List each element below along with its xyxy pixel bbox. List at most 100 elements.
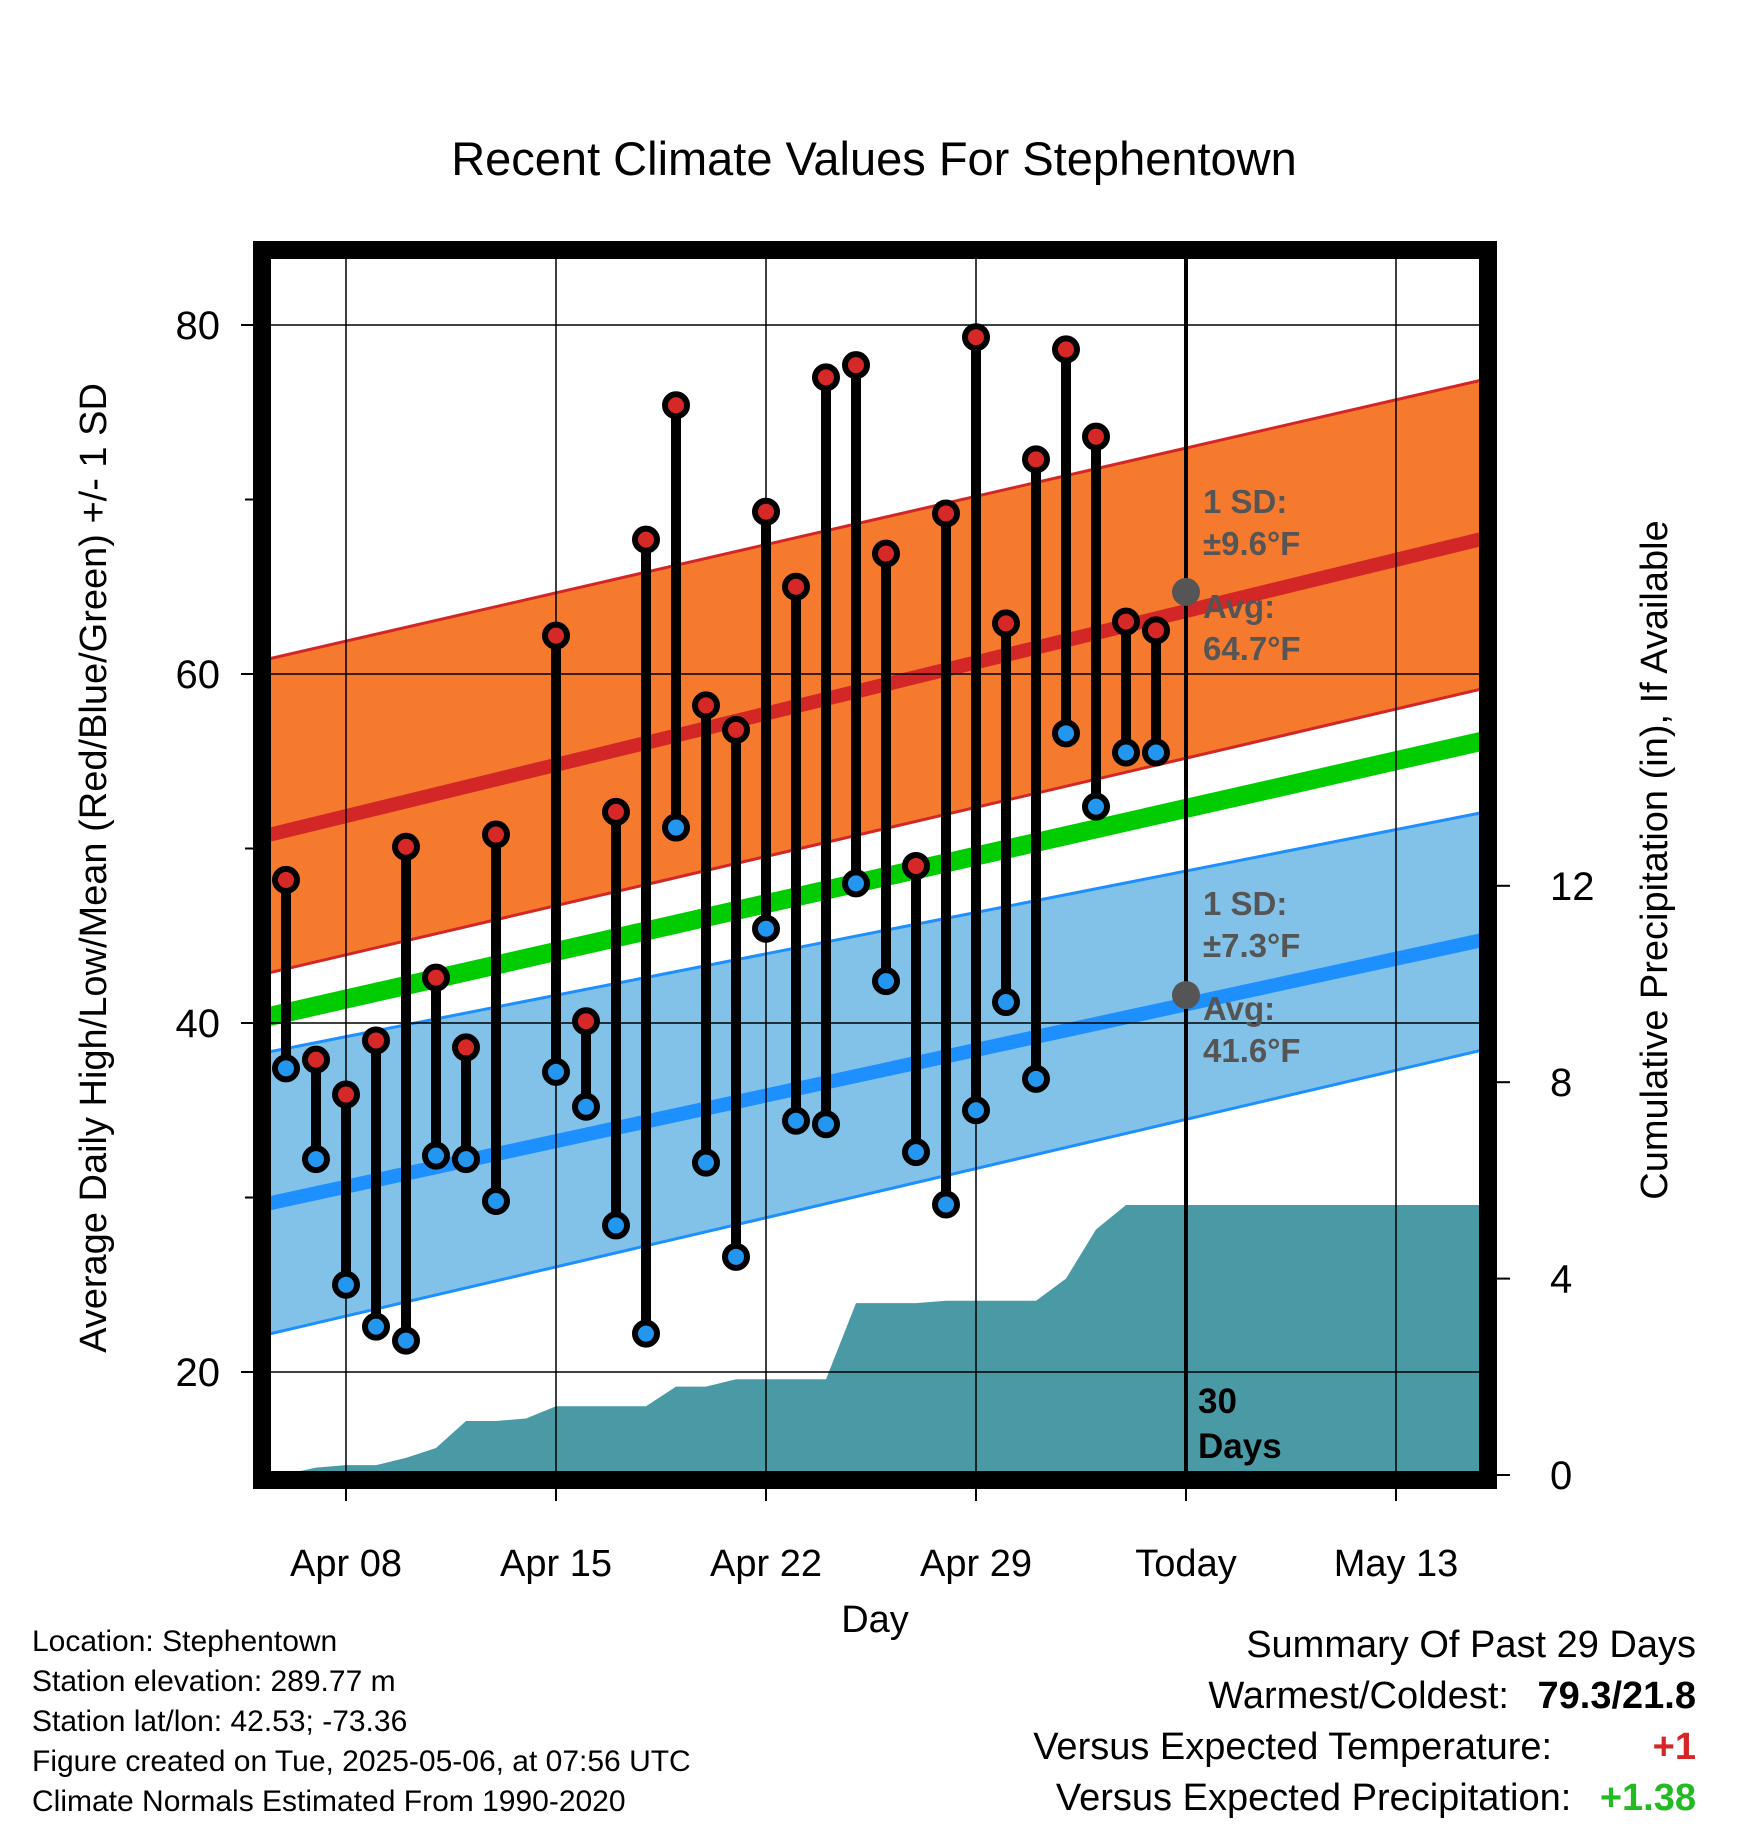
daily-high-point [362,1026,390,1055]
y2-tick-label: 12 [1550,865,1595,909]
daily-high-point [692,691,720,720]
y2-tick-label: 4 [1550,1258,1572,1302]
precip-value: +1.38 [1599,1777,1696,1819]
y-tick-label: 40 [176,1002,221,1046]
today-days-label: Days [1198,1427,1282,1466]
daily-high-point [602,797,630,826]
daily-high-point [272,865,300,894]
daily-high-point [902,851,930,880]
x-tick-label: May 13 [1334,1543,1459,1585]
daily-high-point [332,1080,360,1109]
precip-area [262,1204,1486,1480]
daily-high-point [752,497,780,526]
daily-low-point [332,1270,360,1299]
today-high-avg-marker [1172,577,1200,606]
daily-high-point [872,539,900,568]
daily-low-point [782,1106,810,1135]
y-tick-label: 80 [176,304,221,348]
daily-low-point [602,1211,630,1240]
daily-high-point [932,499,960,528]
x-tick-label: Apr 22 [710,1543,822,1585]
daily-low-point [452,1145,480,1174]
high-sd-band [262,379,1486,975]
x-tick-label: Apr 15 [500,1543,612,1585]
daily-low-point [1142,738,1170,767]
summary-temp: Versus Expected Temperature: +1 [1033,1722,1696,1773]
daily-high-point [392,832,420,861]
daily-low-point [722,1242,750,1271]
warm-cold-label: Warmest/Coldest: [1208,1675,1509,1717]
daily-high-point [662,391,690,420]
low-sd-label: 1 SD: [1203,885,1287,922]
y-axis-label: Average Daily High/Low/Mean (Red/Blue/Gr… [73,383,115,1353]
daily-low-point [902,1138,930,1167]
x-axis-label: Day [841,1599,909,1641]
low-sd-upper-line [262,810,1487,1055]
daily-high-point [1052,335,1080,364]
x-tick-label: Today [1135,1543,1236,1585]
daily-high-point [962,323,990,352]
today-days-label: 30 [1198,1382,1237,1421]
low-sd-value: ±7.3°F [1203,927,1300,964]
today-low-avg-marker [1172,981,1200,1010]
daily-high-point [842,351,870,380]
daily-low-point [422,1141,450,1170]
daily-high-point [632,525,660,554]
daily-high-point [452,1033,480,1062]
daily-low-point [662,813,690,842]
daily-low-point [392,1326,420,1355]
daily-low-point [1112,738,1140,767]
x-tick-label: Apr 08 [290,1543,402,1585]
daily-high-point [992,609,1020,638]
temp-label: Versus Expected Temperature: [1033,1726,1553,1768]
daily-high-point [422,963,450,992]
daily-low-point [842,869,870,898]
temp-value: +1 [1652,1726,1696,1768]
daily-low-point [542,1057,570,1086]
low-avg-value: 41.6°F [1203,1032,1301,1069]
annotations: 1 SD: ±9.6°F Avg: 64.7°F 1 SD: ±7.3°F Avg: 41.6… [1172,483,1301,1466]
daily-low-point [302,1145,330,1174]
low-avg-label: Avg: [1203,990,1275,1027]
high-avg-label: Avg: [1203,588,1275,625]
daily-high-point [572,1007,600,1036]
daily-high-point [812,363,840,392]
y-tick-label: 20 [176,1351,221,1395]
daily-low-point [572,1092,600,1121]
daily-low-point [632,1319,660,1348]
low-sd-lower-line [262,1047,1487,1338]
daily-high-point [1142,616,1170,645]
daily-high-point [782,572,810,601]
station-info: Location: Stephentown Station elevation:… [32,1622,691,1822]
daily-high-point [1112,607,1140,636]
daily-low-point [692,1148,720,1177]
daily-low-point [932,1190,960,1219]
warm-cold-value: 79.3/21.8 [1537,1675,1696,1717]
daily-low-point [362,1312,390,1341]
daily-high-point [542,621,570,650]
daily-low-point [1082,792,1110,821]
daily-low-point [812,1110,840,1139]
daily-low-point [272,1054,300,1083]
station-elevation: Station elevation: 289.77 m [32,1665,396,1698]
daily-high-point [302,1045,330,1074]
daily-low-point [1022,1064,1050,1093]
axes: 20 40 60 80 0 4 8 12 Apr 08 Apr 15 Apr 22 Apr 29 Tod… [176,304,1595,1585]
x-tick-label: Apr 29 [920,1543,1032,1585]
y2-tick-label: 0 [1550,1454,1572,1498]
daily-low-point [1052,719,1080,748]
high-sd-lower-line [262,686,1487,977]
daily-high-point [482,820,510,849]
daily-high-point [1022,445,1050,474]
high-sd-label: 1 SD: [1203,483,1287,520]
normal-high-line [262,531,1488,844]
summary-warm-cold: Warmest/Coldest: 79.3/21.8 [1033,1671,1696,1722]
chart-title: Recent Climate Values For Stephentown [451,132,1297,185]
plot-frame [253,241,1497,1489]
summary-panel: Summary Of Past 29 Days Warmest/Coldest:… [1033,1620,1696,1824]
daily-low-point [962,1096,990,1125]
daily-low-point [992,988,1020,1017]
daily-low-point [752,914,780,943]
normals-period: Climate Normals Estimated From 1990-2020 [32,1785,626,1818]
y2-axis-label: Cumulative Precipitation (in), If Availa… [1634,520,1676,1199]
